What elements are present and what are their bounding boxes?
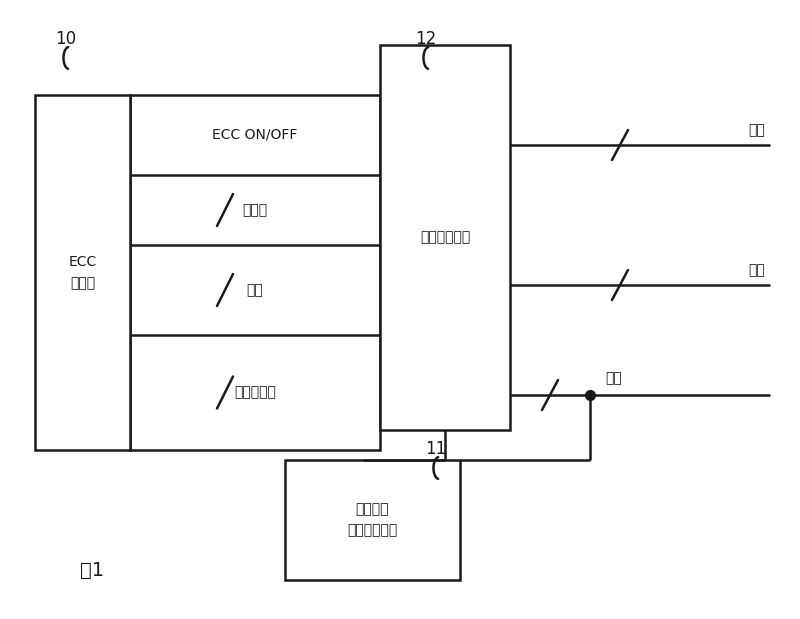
Text: 冗余切换
信息提供单元: 冗余切换 信息提供单元 xyxy=(347,503,398,537)
Text: 数据: 数据 xyxy=(748,123,765,137)
Bar xyxy=(380,45,510,430)
Text: 11: 11 xyxy=(425,440,446,458)
Text: 10: 10 xyxy=(55,30,76,48)
Text: 图1: 图1 xyxy=(80,560,104,579)
Text: 命令，地址: 命令，地址 xyxy=(234,386,276,399)
Bar xyxy=(35,95,130,450)
Bar xyxy=(130,95,380,450)
Text: 命令: 命令 xyxy=(748,263,765,277)
Text: 冗余位: 冗余位 xyxy=(242,203,267,217)
Bar xyxy=(285,460,460,580)
Text: 冗余控制单元: 冗余控制单元 xyxy=(420,230,470,245)
Text: 地址: 地址 xyxy=(605,371,622,385)
Text: ECC ON/OFF: ECC ON/OFF xyxy=(212,128,298,142)
Text: 12: 12 xyxy=(415,30,436,48)
Text: ECC
存储器: ECC 存储器 xyxy=(68,255,97,290)
Text: 数据: 数据 xyxy=(246,283,263,297)
